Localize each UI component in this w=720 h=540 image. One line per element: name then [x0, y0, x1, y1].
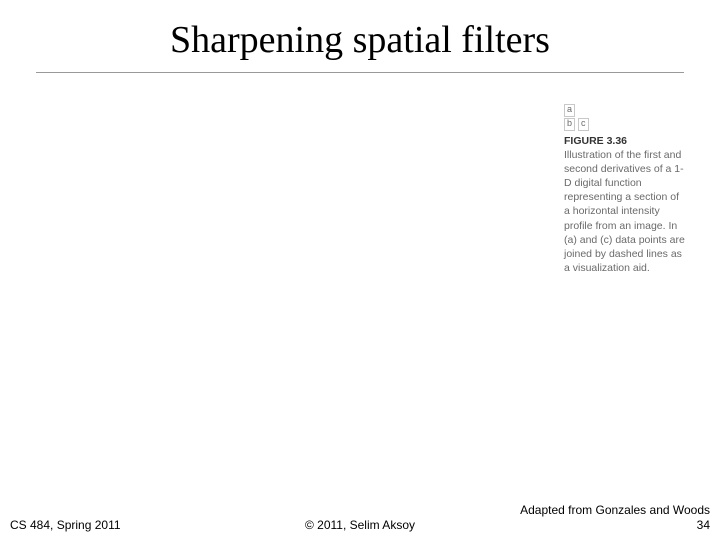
figure-caption-box: a b c FIGURE 3.36 Illustration of the fi…	[564, 104, 686, 275]
page-title: Sharpening spatial filters	[0, 18, 720, 62]
panel-label-b: b	[564, 118, 575, 131]
footer-attribution: Adapted from Gonzales and Woods 34	[520, 503, 710, 532]
slide-footer: CS 484, Spring 2011 © 2011, Selim Aksoy …	[0, 514, 720, 532]
figure-number: FIGURE 3.36	[564, 135, 686, 147]
panel-label-c: c	[578, 118, 589, 131]
title-underline	[36, 72, 684, 73]
footer-attribution-text: Adapted from Gonzales and Woods	[520, 503, 710, 517]
panel-label-a: a	[564, 104, 575, 117]
panel-label-grid: a b c	[564, 104, 686, 131]
figure-caption-text: Illustration of the first and second der…	[564, 148, 686, 276]
footer-page-number: 34	[520, 518, 710, 532]
